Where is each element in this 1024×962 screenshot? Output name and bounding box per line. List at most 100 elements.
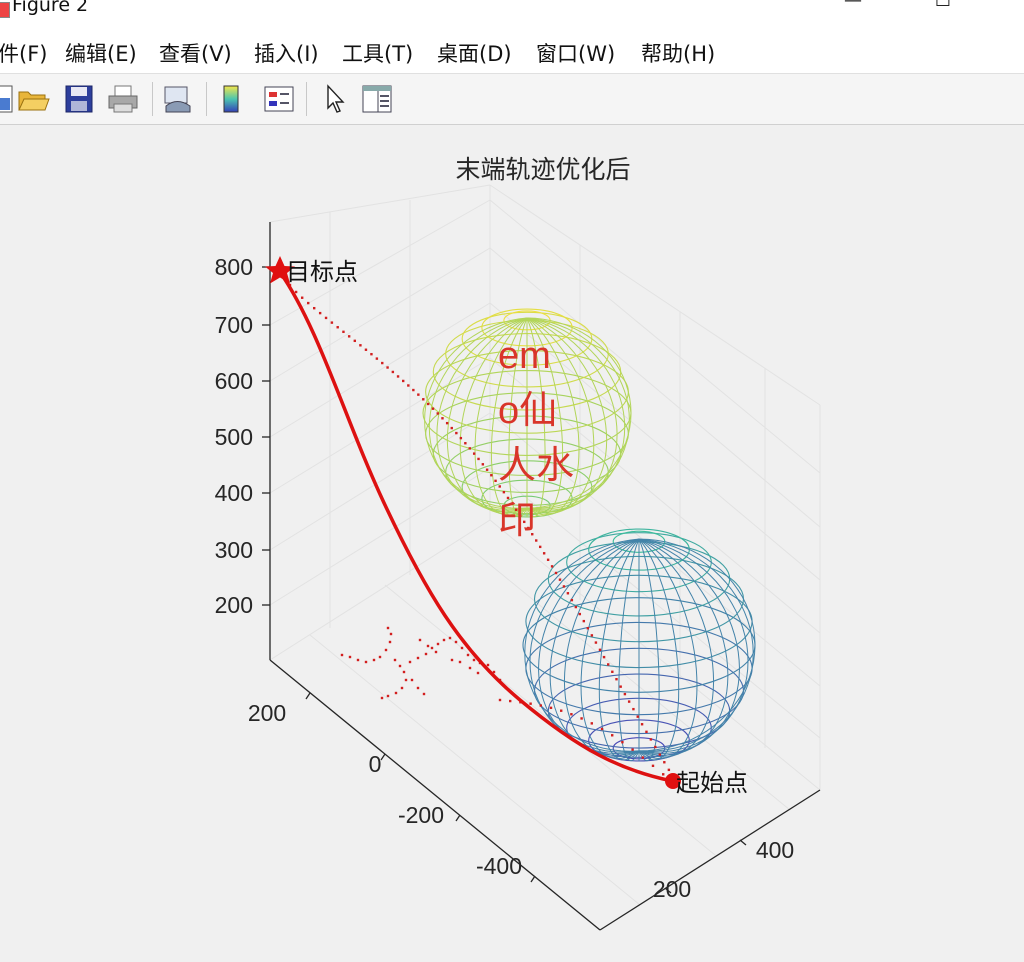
sample-dot (546, 558, 550, 561)
sample-dot (498, 485, 501, 488)
menu-insert[interactable]: 插入(I) (254, 42, 319, 66)
sample-dot (586, 627, 590, 630)
sphere-longitude-line (526, 317, 632, 509)
sample-dot (606, 663, 610, 666)
target-star-marker (265, 256, 295, 284)
sample-dot (468, 666, 472, 670)
save-icon[interactable] (62, 82, 96, 116)
sample-dot (519, 514, 522, 517)
obstacle-sphere-upper (422, 308, 632, 518)
sample-dot (393, 658, 397, 662)
sample-dot (582, 619, 586, 623)
sample-dot (481, 463, 485, 466)
sphere-longitude-line (526, 317, 626, 510)
z-tick-600: 600 (215, 368, 253, 394)
menu-desktop[interactable]: 桌面(D) (437, 42, 512, 66)
sample-dot (468, 447, 471, 450)
matlab-figure-icon (0, 2, 10, 18)
sample-dot (313, 306, 316, 310)
z-tick-200: 200 (215, 592, 253, 618)
menu-help[interactable]: 帮助(H) (641, 42, 716, 66)
sample-dot (476, 671, 480, 675)
x-tick-labels: 400 200 (653, 837, 794, 902)
sample-dot (389, 632, 393, 636)
property-inspector-icon[interactable] (360, 82, 394, 116)
print-icon[interactable] (106, 82, 140, 116)
sample-dot (450, 658, 454, 662)
colorbar-icon[interactable] (214, 82, 248, 116)
sample-dot (342, 330, 345, 334)
sample-dot (590, 634, 594, 637)
sample-dot (455, 431, 458, 435)
sample-dot (558, 578, 562, 581)
sample-dot (294, 290, 298, 294)
y-tick-neg200: -200 (398, 802, 444, 828)
maximize-button[interactable]: ☐ (934, 0, 952, 11)
sphere-longitude-line (638, 538, 680, 761)
sample-dot (466, 653, 470, 657)
sample-dot (386, 694, 390, 698)
sample-dot (384, 648, 388, 652)
menu-view[interactable]: 查看(V) (159, 42, 232, 66)
sample-dot (594, 641, 598, 644)
toolbar (0, 74, 1024, 125)
sample-dot (623, 692, 627, 696)
sample-dot (498, 698, 502, 702)
sample-dot (353, 339, 357, 343)
sample-dot (396, 375, 400, 378)
sample-dot (364, 348, 368, 351)
sample-dot (372, 658, 376, 662)
y-tick-0: 0 (369, 751, 382, 777)
menu-edit[interactable]: 编辑(E) (65, 42, 137, 66)
menu-tools[interactable]: 工具(T) (342, 42, 414, 66)
pointer-icon[interactable] (318, 82, 352, 116)
minimize-button[interactable]: — (844, 0, 862, 11)
sample-dot (464, 442, 467, 445)
sample-dot (549, 706, 553, 710)
sample-dot (619, 685, 622, 688)
optimized-trajectory-line (278, 271, 673, 783)
sample-dot (422, 692, 426, 696)
sample-dot (667, 768, 671, 772)
sample-dot (378, 655, 382, 659)
sample-dot (426, 644, 430, 648)
watermark-line: em (498, 335, 551, 377)
sample-dot (598, 648, 602, 652)
sample-dot (611, 734, 614, 737)
sphere-longitude-line (580, 538, 640, 760)
menu-window[interactable]: 窗口(W) (536, 42, 616, 66)
sample-dot (645, 730, 648, 734)
sphere-longitude-line (526, 317, 618, 511)
sphere-longitude-line (526, 317, 580, 516)
sample-dot (402, 670, 406, 674)
watermark: em o仙人水印 (498, 335, 574, 542)
sphere-longitude-line (508, 317, 528, 518)
open-folder-icon[interactable] (16, 82, 50, 116)
sample-dot (436, 412, 439, 415)
new-figure-icon[interactable] (0, 82, 20, 116)
sample-dot (651, 764, 655, 768)
menu-file[interactable]: 件(F) (0, 42, 48, 66)
axes-3d[interactable]: 800 700 600 500 400 300 200 200 0 -200 -… (0, 125, 1024, 958)
watermark-line: 人水 (498, 445, 574, 487)
link-plot-icon[interactable] (160, 82, 194, 116)
z-tick-400: 400 (215, 480, 253, 506)
sphere-longitude-line (638, 538, 715, 758)
legend-icon[interactable] (262, 82, 296, 116)
menubar: 件(F) 编辑(E) 查看(V) 插入(I) 工具(T) 桌面(D) 窗口(W)… (0, 28, 1024, 74)
sphere-longitude-line (638, 538, 660, 762)
sphere-longitude-line (526, 317, 564, 517)
sample-dot (416, 656, 420, 660)
sample-dot (417, 393, 420, 396)
sample-dot (578, 612, 582, 616)
sample-dot (407, 384, 410, 387)
sample-dot (535, 539, 538, 542)
sample-dot (523, 520, 526, 524)
figure-canvas[interactable]: 800 700 600 500 400 300 200 200 0 -200 -… (0, 125, 1024, 958)
sample-dot (422, 398, 425, 401)
sample-dot (542, 552, 546, 555)
z-tick-500: 500 (215, 424, 253, 450)
z-tick-labels: 800 700 600 500 400 300 200 (215, 254, 253, 618)
sample-dot (611, 670, 614, 674)
